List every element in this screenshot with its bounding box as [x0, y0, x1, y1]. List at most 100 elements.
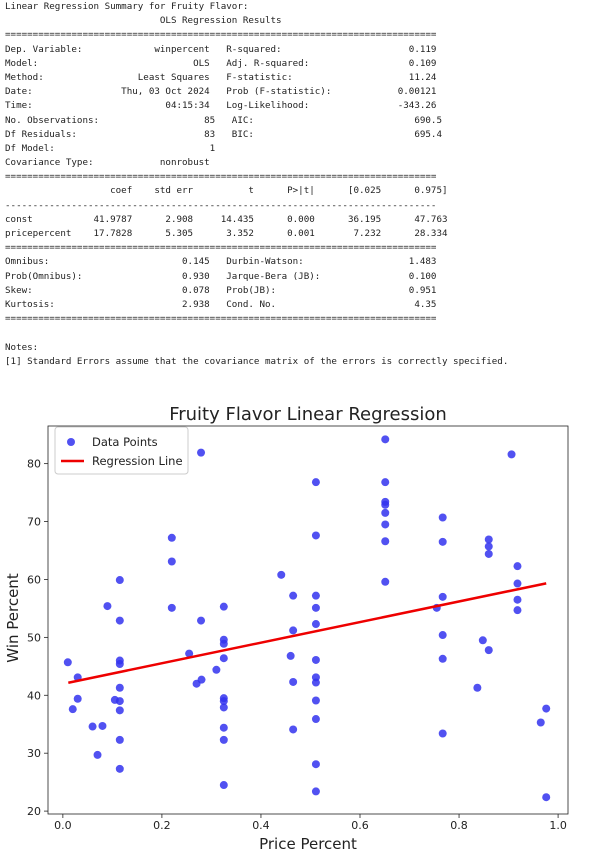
data-point	[438, 654, 447, 663]
x-tick-label: 0.4	[252, 819, 270, 832]
y-tick-label: 70	[27, 516, 41, 529]
summary-line: Method: Least Squares F-statistic: 11.24	[5, 71, 437, 83]
x-tick-label: 0.8	[450, 819, 468, 832]
data-point	[473, 683, 482, 692]
summary-line: ========================================…	[5, 171, 437, 183]
summary-line: Df Residuals: 83 BIC: 695.4	[5, 128, 442, 140]
data-point	[311, 478, 320, 487]
data-point	[513, 606, 522, 615]
data-point	[197, 675, 206, 684]
x-tick-label: 0.6	[351, 819, 369, 832]
data-point	[115, 764, 124, 773]
legend-marker-data-points	[67, 438, 75, 446]
y-axis-label: Win Percent	[4, 573, 22, 663]
data-point	[542, 793, 551, 802]
data-point	[73, 694, 82, 703]
summary-line: const 41.9787 2.908 14.435 0.000 36.195 …	[5, 213, 448, 225]
data-point	[88, 722, 97, 731]
data-point	[219, 654, 228, 663]
data-point	[311, 603, 320, 612]
data-point	[219, 703, 228, 712]
chart-legend: Data Points Regression Line	[54, 426, 189, 475]
x-tick-label: 1.0	[549, 819, 567, 832]
data-point	[289, 626, 298, 635]
summary-line: Time: 04:15:34 Log-Likelihood: -343.26	[5, 100, 437, 112]
summary-line: coef std err t P>|t| [0.025 0.975]	[5, 185, 448, 197]
summary-line: Prob(Omnibus): 0.930 Jarque-Bera (JB): 0…	[5, 270, 437, 282]
chart-title: Fruity Flavor Linear Regression	[169, 404, 447, 425]
data-point	[219, 781, 228, 790]
data-point	[507, 450, 516, 459]
data-point	[289, 677, 298, 686]
data-point	[115, 735, 124, 744]
y-tick-label: 20	[27, 805, 41, 818]
data-point	[381, 577, 390, 586]
summary-line: Dep. Variable: winpercent R-squared: 0.1…	[5, 43, 437, 55]
data-point	[115, 660, 124, 669]
data-point	[63, 658, 72, 667]
summary-line: Model: OLS Adj. R-squared: 0.109	[5, 57, 437, 69]
data-point	[197, 448, 206, 457]
summary-line	[5, 326, 508, 340]
data-point	[438, 537, 447, 546]
data-point	[219, 697, 228, 706]
data-point	[311, 678, 320, 687]
data-point	[513, 595, 522, 604]
data-point	[438, 513, 447, 522]
data-point	[484, 549, 493, 558]
data-point	[286, 651, 295, 660]
data-point	[98, 721, 107, 730]
legend-label-regression-line: Regression Line	[92, 454, 183, 468]
data-point	[311, 760, 320, 769]
x-tick-label: 0.0	[54, 819, 72, 832]
data-point	[219, 723, 228, 732]
data-point	[219, 735, 228, 744]
data-point	[167, 557, 176, 566]
data-point	[381, 508, 390, 517]
summary-line: OLS Regression Results	[5, 15, 282, 27]
summary-line: pricepercent 17.7828 5.305 3.352 0.001 7…	[5, 228, 448, 239]
summary-line: Kurtosis: 2.938 Cond. No. 4.35	[5, 298, 437, 310]
data-point	[311, 715, 320, 724]
data-point	[219, 639, 228, 648]
data-point	[277, 570, 286, 579]
data-point	[536, 718, 545, 727]
summary-line: ----------------------------------------…	[5, 199, 437, 211]
y-tick-label: 30	[27, 747, 41, 760]
data-point	[115, 697, 124, 706]
data-point	[542, 704, 551, 713]
data-point	[185, 649, 194, 658]
data-point	[68, 705, 77, 714]
summary-line: ========================================…	[5, 29, 437, 41]
data-point	[103, 602, 112, 611]
data-point	[311, 655, 320, 664]
data-point	[484, 542, 493, 551]
data-point	[513, 562, 522, 571]
data-point	[381, 537, 390, 546]
summary-line: Linear Regression Summary for Fruity Fla…	[5, 1, 249, 12]
data-point	[381, 500, 390, 509]
data-point	[167, 603, 176, 612]
summary-line: ========================================…	[5, 313, 437, 325]
data-point	[438, 592, 447, 601]
data-point	[289, 725, 298, 734]
data-point	[484, 646, 493, 655]
y-tick-label: 40	[27, 689, 41, 702]
summary-line: Df Model: 1	[5, 142, 216, 154]
y-tick-label: 50	[27, 631, 41, 644]
x-axis-label: Price Percent	[259, 835, 357, 850]
summary-line: Date: Thu, 03 Oct 2024 Prob (F-statistic…	[5, 86, 437, 98]
y-tick-label: 80	[27, 458, 41, 471]
data-point	[115, 706, 124, 715]
data-point	[311, 620, 320, 629]
data-point	[381, 520, 390, 529]
regression-line	[68, 582, 547, 684]
data-point	[311, 787, 320, 796]
scatter-chart: Fruity Flavor Linear Regression 0.0 0.2 0.…	[0, 396, 590, 850]
data-point	[311, 591, 320, 600]
summary-line: Covariance Type: nonrobust	[5, 157, 210, 169]
plot-frame	[47, 425, 569, 815]
summary-line: No. Observations: 85 AIC: 690.5	[5, 114, 442, 126]
data-point	[311, 531, 320, 540]
data-point	[212, 665, 221, 674]
